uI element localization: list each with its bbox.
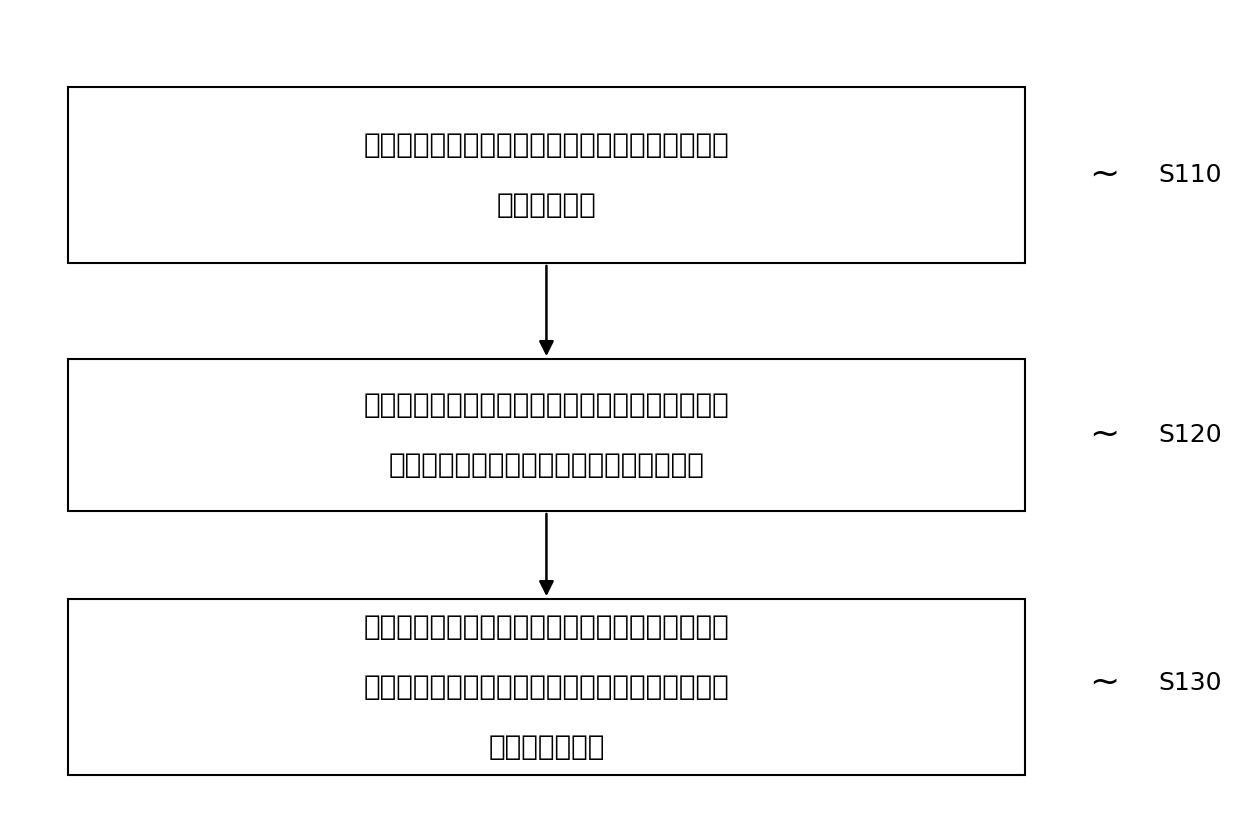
FancyBboxPatch shape	[68, 599, 1024, 775]
Text: 环境模式，并按照所述目标环境模式对应的控制参: 环境模式，并按照所述目标环境模式对应的控制参	[363, 673, 729, 701]
Text: 将所述生命体征数据与预配置的体征比对数据进行: 将所述生命体征数据与预配置的体征比对数据进行	[363, 391, 729, 419]
Text: 在车内存在用户时，通过检测设备获取所述用户的: 在车内存在用户时，通过检测设备获取所述用户的	[363, 131, 729, 159]
Text: S110: S110	[1158, 163, 1221, 187]
FancyBboxPatch shape	[68, 359, 1024, 511]
FancyBboxPatch shape	[68, 87, 1024, 263]
Text: ~: ~	[1089, 666, 1120, 700]
Text: 匹配，确定所述用户是否处于指定体征状态: 匹配，确定所述用户是否处于指定体征状态	[388, 451, 704, 479]
Text: S130: S130	[1158, 671, 1221, 695]
Text: 数调节车内环境: 数调节车内环境	[489, 733, 605, 761]
Text: 生命体征数据: 生命体征数据	[496, 191, 596, 219]
Text: S120: S120	[1158, 423, 1221, 447]
Text: ~: ~	[1089, 418, 1120, 452]
Text: 当所述用户处于指定体征状态时，确定对应的目标: 当所述用户处于指定体征状态时，确定对应的目标	[363, 613, 729, 641]
Text: ~: ~	[1089, 158, 1120, 192]
